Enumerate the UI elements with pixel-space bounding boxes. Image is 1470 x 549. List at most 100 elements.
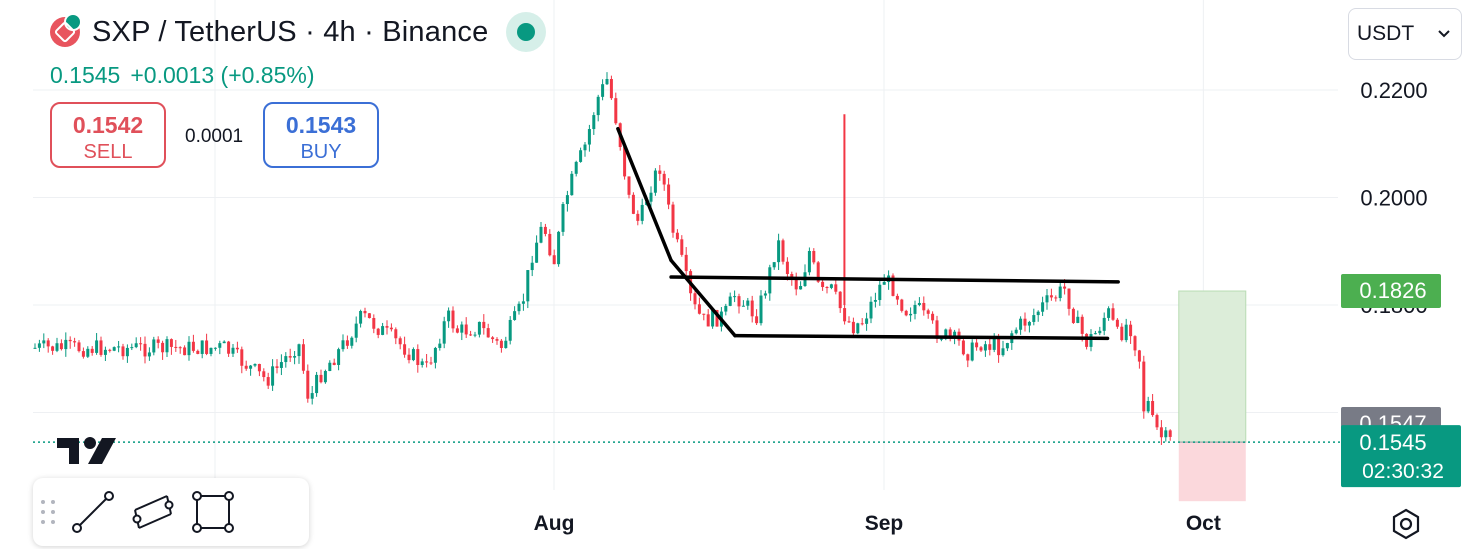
candle: [279, 362, 283, 368]
candle: [473, 334, 477, 336]
candle: [337, 349, 341, 365]
rectangle-tool[interactable]: [183, 482, 243, 542]
candle: [869, 301, 873, 319]
candle: [491, 337, 495, 340]
candle: [1036, 311, 1040, 316]
candle: [640, 204, 644, 221]
candle: [367, 313, 371, 319]
candle: [1005, 343, 1009, 349]
chart-title: SXP / TetherUS · 4h · Binance: [92, 15, 489, 48]
candle: [543, 226, 547, 234]
candle: [1107, 308, 1111, 318]
candle: [715, 310, 719, 327]
candle: [108, 349, 112, 351]
drag-handle-icon[interactable]: [33, 497, 63, 527]
candle: [535, 242, 539, 263]
candle: [499, 340, 503, 348]
candle: [821, 281, 825, 288]
candle: [319, 374, 323, 383]
candle: [653, 170, 657, 193]
candle: [363, 310, 367, 314]
candle: [548, 233, 552, 256]
candle: [1071, 308, 1075, 323]
candle: [112, 347, 116, 351]
drawn-lines: [616, 126, 1120, 341]
candle: [165, 339, 169, 353]
candle: [117, 346, 121, 348]
candle: [1115, 319, 1119, 327]
market-open-dot-icon[interactable]: [506, 12, 547, 52]
candle: [77, 342, 81, 352]
candle: [961, 340, 965, 355]
candle: [37, 343, 41, 348]
candle: [381, 326, 385, 335]
drawn-line: [733, 333, 1110, 341]
candle: [191, 341, 195, 351]
candle: [1151, 400, 1155, 416]
candle: [992, 339, 996, 350]
candle: [697, 304, 701, 314]
candle: [200, 340, 204, 354]
buy-button[interactable]: 0.1543 BUY: [263, 102, 379, 168]
candle: [702, 313, 706, 315]
candle: [196, 350, 200, 354]
candle: [799, 286, 803, 290]
sell-button[interactable]: 0.1542 SELL: [50, 102, 166, 168]
candle: [235, 347, 239, 350]
candle: [73, 341, 77, 343]
candle: [376, 328, 380, 335]
last-price-label-text: 0.1545: [1359, 430, 1426, 455]
trend-line-tool[interactable]: [63, 482, 123, 542]
candle: [152, 339, 156, 353]
candle: [966, 354, 970, 361]
candle: [451, 310, 455, 329]
candle: [623, 147, 627, 177]
candle: [1076, 316, 1080, 323]
candle: [222, 341, 226, 344]
candle: [68, 339, 72, 342]
candle: [359, 310, 363, 324]
candle: [1164, 430, 1168, 438]
candle: [482, 321, 486, 329]
candle: [891, 275, 895, 296]
candle: [728, 296, 732, 306]
candle: [301, 344, 305, 371]
candle: [609, 78, 613, 99]
candle: [1142, 361, 1146, 412]
candle: [407, 354, 411, 361]
candle: [1159, 427, 1163, 438]
candle: [763, 293, 767, 296]
candle: [565, 195, 569, 205]
candle: [297, 344, 301, 357]
settings-hexagon-icon[interactable]: [1388, 506, 1424, 542]
candle: [442, 321, 446, 344]
candle: [495, 339, 499, 341]
candle: [174, 346, 178, 348]
candle: [636, 213, 640, 221]
parallel-channel-tool[interactable]: [123, 482, 183, 542]
drawn-line: [616, 126, 673, 263]
target-price-label-bg: [1341, 274, 1441, 309]
currency-select[interactable]: USDT: [1348, 8, 1462, 60]
candle: [931, 313, 935, 321]
candle: [851, 321, 855, 334]
candle: [614, 98, 618, 124]
candle: [680, 239, 684, 255]
candle: [768, 267, 772, 294]
candle: [244, 365, 248, 369]
candle: [979, 347, 983, 351]
candle: [429, 362, 433, 364]
drawing-toolbar: [33, 478, 309, 546]
candle: [675, 232, 679, 240]
candle: [1014, 329, 1018, 334]
candle: [227, 341, 231, 354]
candle: [1041, 302, 1045, 312]
candle: [513, 311, 517, 320]
chevron-down-icon: [1438, 30, 1450, 38]
candle: [161, 342, 165, 353]
candle: [706, 314, 710, 327]
candle: [134, 343, 138, 348]
candle: [834, 284, 838, 292]
